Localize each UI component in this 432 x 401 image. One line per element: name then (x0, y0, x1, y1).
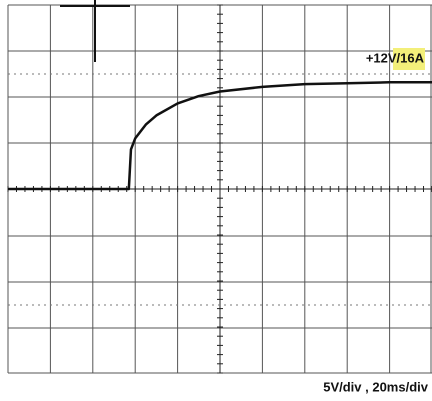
annotation: +12V/16A (366, 50, 425, 65)
highlight (393, 48, 425, 70)
center-ticks (7, 4, 432, 374)
scale-label: 5V/div , 20ms/div (323, 379, 429, 394)
trace (8, 81, 432, 191)
reference-lines (8, 73, 432, 306)
